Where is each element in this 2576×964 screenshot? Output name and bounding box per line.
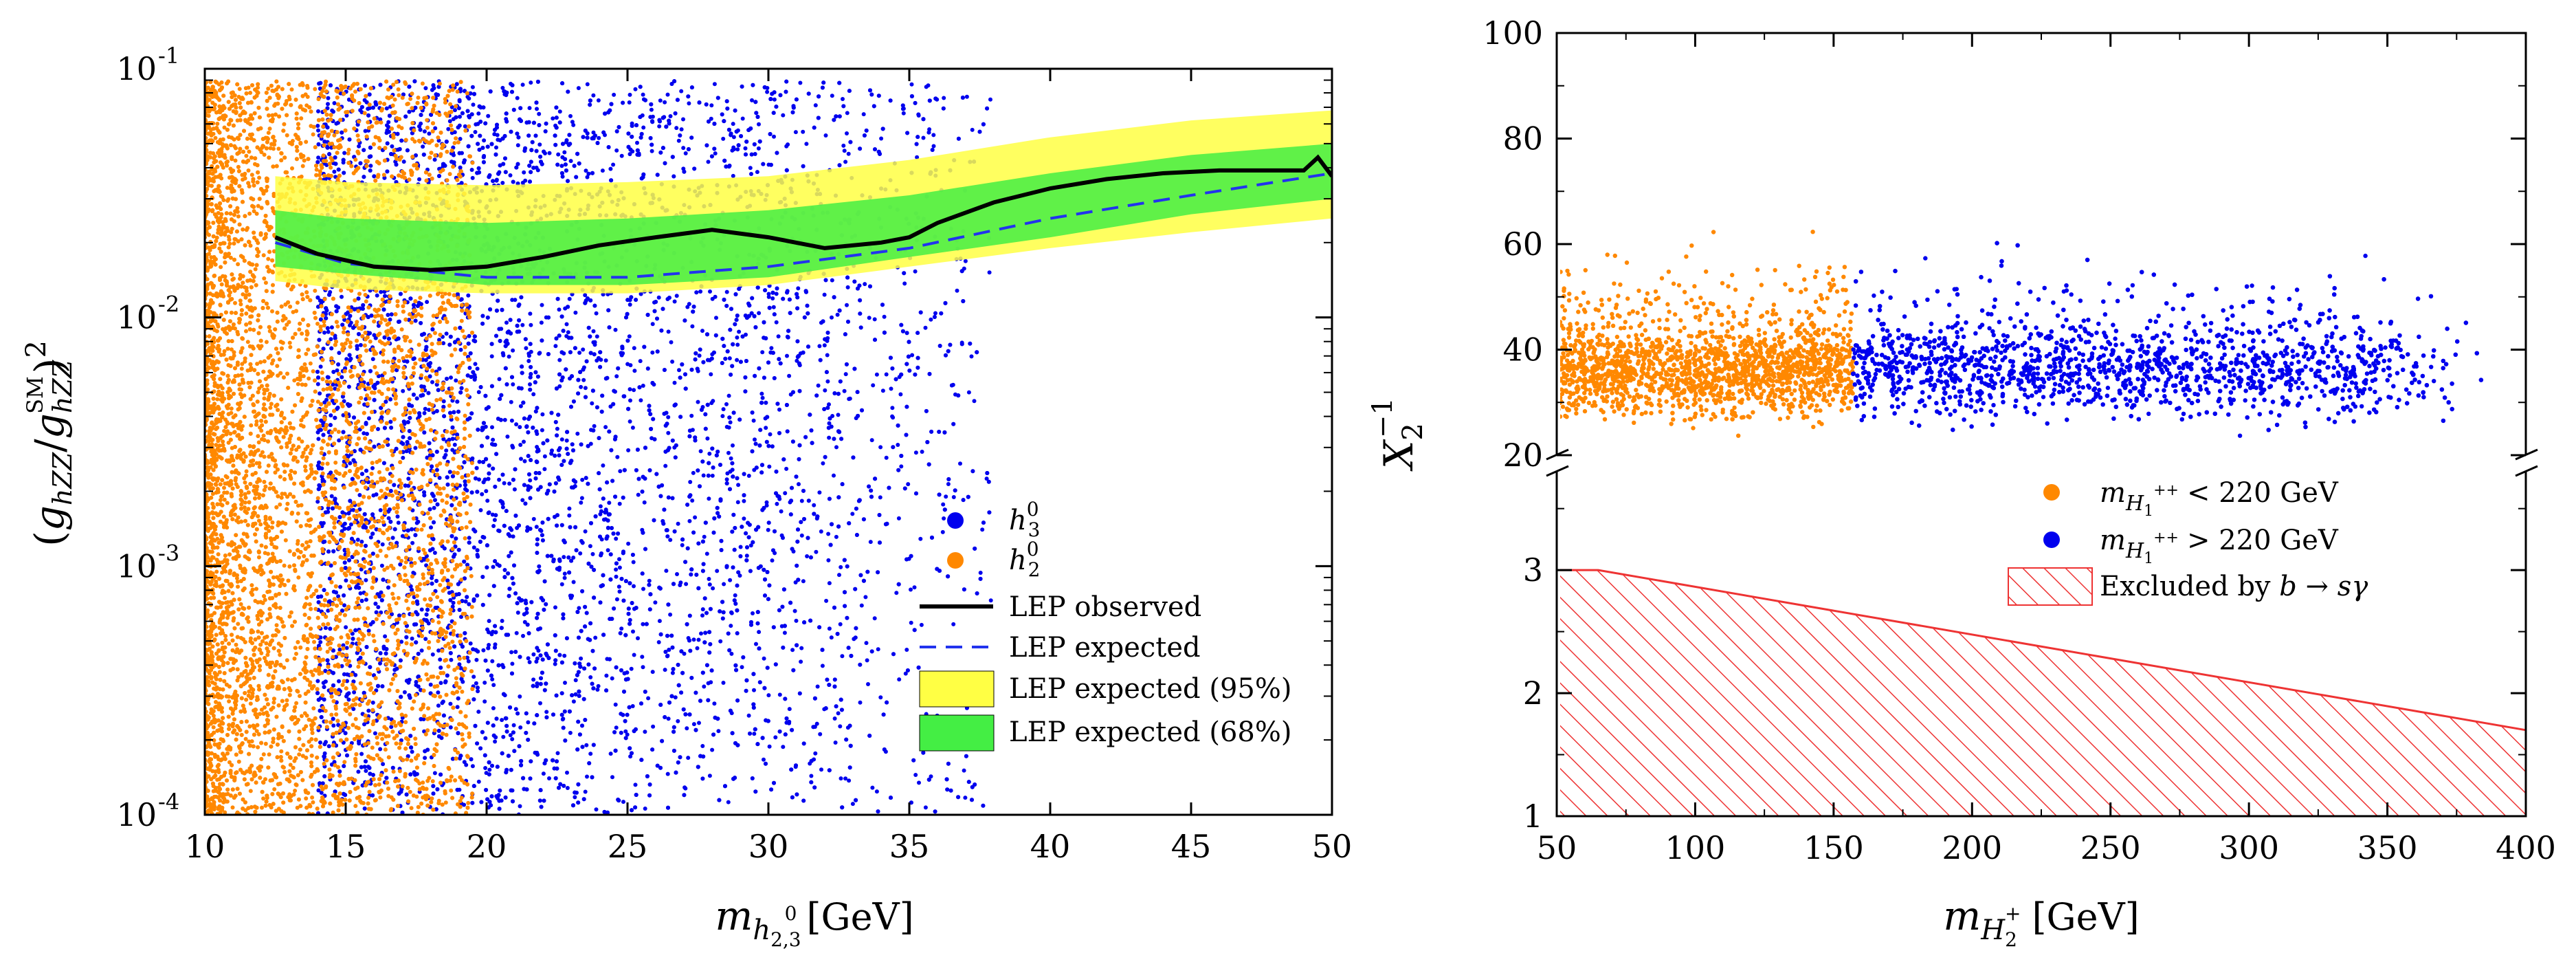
right-y-tick-label-lower: 2: [1523, 675, 1543, 712]
right-y-tick-label: 40: [1502, 331, 1543, 369]
right-excluded-layer: [1557, 570, 2526, 816]
legend-h3-marker: [947, 512, 964, 529]
legend-lep-observed-label: LEP observed: [1009, 591, 1201, 623]
right-y-tick-label: 60: [1502, 226, 1543, 263]
left-y-tick-exponent: -3: [158, 540, 179, 566]
right-scatter-layer: [1555, 230, 2483, 438]
right-y-tick-label-lower: 1: [1523, 798, 1543, 835]
left-y-tick-label: 10: [116, 796, 157, 833]
axis-break-marks: [1546, 450, 2538, 476]
right-y-tick-label: 80: [1502, 120, 1543, 157]
right-x-tick-label: 50: [1537, 829, 1577, 866]
left-x-tick-label: 10: [185, 828, 225, 865]
legend-band68-swatch: [920, 715, 994, 751]
left-x-tick-label: 15: [326, 828, 366, 865]
left-x-tick-label: 30: [748, 828, 789, 865]
left-y-tick-exponent: -2: [158, 292, 179, 318]
right-x-tick-label: 350: [2357, 829, 2418, 866]
left-y-axis-label: (ghZZ/ghZZSM)2: [21, 340, 78, 547]
left-y-tick-label: 10: [116, 50, 157, 87]
legend-h2-marker: [947, 552, 964, 569]
left-y-tick-label: 10: [116, 547, 157, 584]
right-x-tick-label: 150: [1803, 829, 1864, 866]
legend-high-mass-marker: [2043, 532, 2060, 548]
left-x-tick-label: 35: [889, 828, 930, 865]
legend-high-mass-label: mH1++> 220 GeV: [2100, 525, 2339, 567]
right-y-tick-label-lower: 3: [1523, 551, 1543, 589]
series-high_mass-points: [1851, 241, 2483, 438]
left-x-tick-label: 50: [1312, 828, 1353, 865]
right-x-tick-label: 400: [2496, 829, 2556, 866]
left-y-tick-exponent: -4: [158, 789, 179, 815]
legend-low-mass-label: mH1++< 220 GeV: [2100, 477, 2339, 520]
legend-band95-label: LEP expected (95%): [1009, 673, 1291, 705]
legend-band95-swatch: [920, 671, 994, 707]
excluded-region: [1557, 570, 2526, 816]
right-x-axis-label: mH2+[GeV]: [1943, 892, 2139, 951]
left-x-tick-label: 45: [1171, 828, 1212, 865]
left-y-tick-label: 10: [116, 299, 157, 336]
right-y-tick-label: 100: [1483, 14, 1543, 52]
legend-lep-expected-label: LEP expected: [1009, 632, 1201, 664]
legend-band68-label: LEP expected (68%): [1009, 716, 1291, 748]
right-x-tick-label: 200: [1942, 829, 2002, 866]
right-x-tick-label: 250: [2080, 829, 2141, 866]
right-legend: mH1++< 220 GeV mH1++> 220 GeV Excluded b…: [2008, 477, 2368, 605]
legend-excluded-label: Excluded by b → sγ: [2100, 571, 2368, 602]
left-x-tick-label: 20: [467, 828, 507, 865]
left-x-tick-label: 25: [608, 828, 648, 865]
right-chart: 50 100 150 200 250 300 350 400 20 40 60 80 100 1 2 3 mH…: [1367, 14, 2556, 951]
right-y-axis-label: X2−1: [1367, 397, 1429, 472]
right-y-tick-label: 20: [1502, 437, 1543, 474]
left-bands-layer: [276, 111, 1333, 294]
right-x-tick-label: 100: [1665, 829, 1726, 866]
series-low_mass-points: [1555, 230, 1855, 438]
legend-low-mass-marker: [2043, 484, 2060, 501]
legend-excluded-swatch: [2008, 568, 2092, 605]
left-y-tick-exponent: -1: [158, 43, 179, 69]
left-x-tick-label: 40: [1030, 828, 1071, 865]
left-x-axis-label: mh2,30[GeV]: [715, 892, 913, 951]
right-x-tick-label: 300: [2219, 829, 2279, 866]
